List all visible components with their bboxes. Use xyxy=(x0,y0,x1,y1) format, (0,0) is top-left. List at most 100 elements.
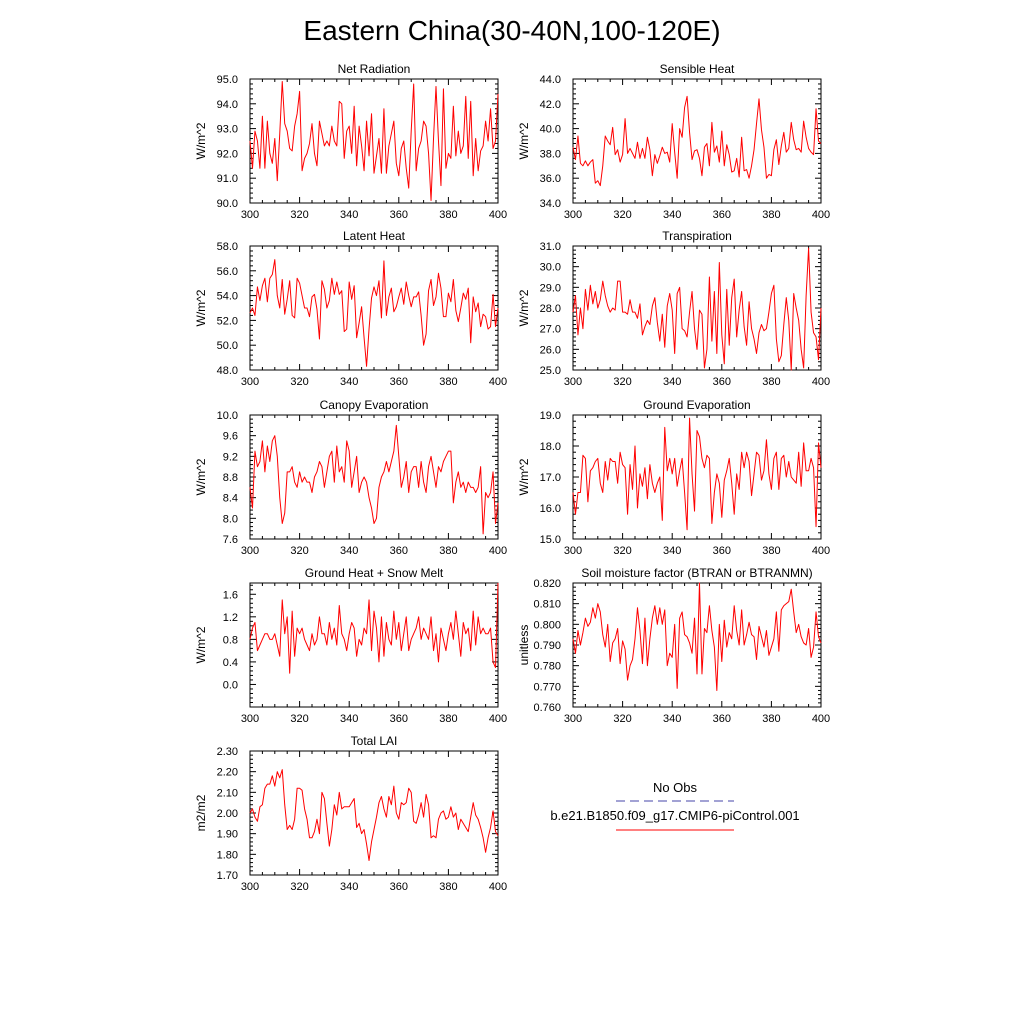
panel-latent-heat-ytick-label: 54.0 xyxy=(217,291,238,303)
panel-total-lai-series-line xyxy=(249,769,499,862)
panel-total-lai-ytick-label: 1.70 xyxy=(217,870,238,882)
panel-sensible-heat: Sensible Heat W/m^2 300 320 340 360 380 400 34.0… xyxy=(517,62,830,221)
panel-net-radiation-xtick-label: 340 xyxy=(340,209,358,221)
panel-ground-evaporation-xtick-label: 360 xyxy=(713,545,731,557)
panel-transpiration-xtick-label: 300 xyxy=(564,376,582,388)
panel-soil-moisture-factor-series-line xyxy=(572,582,822,691)
panel-ground-evaporation-xtick-label: 400 xyxy=(812,545,830,557)
panel-net-radiation-title: Net Radiation xyxy=(338,62,411,76)
panel-transpiration-xtick-label: 320 xyxy=(613,376,631,388)
panel-soil-moisture-factor-ytick-label: 0.780 xyxy=(533,661,561,673)
panel-total-lai-ytick-label: 1.80 xyxy=(217,849,238,861)
panel-soil-moisture-factor-xtick-label: 340 xyxy=(663,713,681,725)
panel-ground-evaporation-xtick-label: 380 xyxy=(762,545,780,557)
panel-transpiration-ytick-label: 29.0 xyxy=(540,282,561,294)
panel-canopy-evaporation-ytick-label: 7.6 xyxy=(223,534,238,546)
panel-canopy-evaporation-ylabel: W/m^2 xyxy=(194,458,208,495)
panel-canopy-evaporation-xtick-label: 320 xyxy=(290,545,308,557)
panel-transpiration-ytick-label: 27.0 xyxy=(540,324,561,336)
panel-net-radiation-frame xyxy=(249,78,499,204)
panel-ground-evaporation-xtick-label: 300 xyxy=(564,545,582,557)
panel-sensible-heat-ytick-label: 36.0 xyxy=(540,173,561,185)
panel-latent-heat-ytick-label: 56.0 xyxy=(217,266,238,278)
panel-latent-heat-ytick-label: 48.0 xyxy=(217,365,238,377)
panel-ground-heat-snow-melt-xtick-label: 340 xyxy=(340,713,358,725)
panel-total-lai-ytick-label: 2.20 xyxy=(217,767,238,779)
panel-ground-evaporation-ytick-label: 19.0 xyxy=(540,410,561,422)
panel-transpiration-ytick-label: 26.0 xyxy=(540,344,561,356)
panel-soil-moisture-factor-frame xyxy=(572,582,822,708)
panel-transpiration-ytick-label: 30.0 xyxy=(540,262,561,274)
panel-latent-heat-xtick-label: 400 xyxy=(489,376,507,388)
panel-sensible-heat-title: Sensible Heat xyxy=(660,62,735,76)
panel-net-radiation-ytick-label: 92.0 xyxy=(217,148,238,160)
panel-latent-heat-xtick-label: 300 xyxy=(241,376,259,388)
panel-total-lai-ytick-label: 2.30 xyxy=(217,746,238,758)
panel-canopy-evaporation: Canopy Evaporation W/m^2 300 320 340 360 380 40… xyxy=(194,398,507,557)
panel-latent-heat-xtick-label: 380 xyxy=(439,376,457,388)
panel-sensible-heat-xtick-label: 300 xyxy=(564,209,582,221)
panel-soil-moisture-factor-ytick-label: 0.760 xyxy=(533,702,561,714)
panel-total-lai-xtick-label: 340 xyxy=(340,881,358,893)
panel-sensible-heat-xtick-label: 360 xyxy=(713,209,731,221)
panel-latent-heat-series-line xyxy=(249,259,499,367)
panel-total-lai-xtick-label: 400 xyxy=(489,881,507,893)
panel-soil-moisture-factor-xtick-label: 400 xyxy=(812,713,830,725)
panel-total-lai-title: Total LAI xyxy=(351,734,398,748)
panel-latent-heat-ylabel: W/m^2 xyxy=(194,289,208,326)
legend: No Obs b.e21.B1850.f09_g17.CMIP6-piContr… xyxy=(550,780,800,831)
panel-net-radiation-xtick-label: 400 xyxy=(489,209,507,221)
panel-transpiration-title: Transpiration xyxy=(662,229,732,243)
panel-ground-evaporation-ytick-label: 18.0 xyxy=(540,441,561,453)
panel-sensible-heat-ytick-label: 40.0 xyxy=(540,124,561,136)
panel-canopy-evaporation-xtick-label: 340 xyxy=(340,545,358,557)
panel-sensible-heat-ytick-label: 44.0 xyxy=(540,74,561,86)
panel-ground-evaporation-ylabel: W/m^2 xyxy=(517,458,531,495)
panel-soil-moisture-factor-xtick-label: 360 xyxy=(713,713,731,725)
panel-ground-evaporation-ytick-label: 17.0 xyxy=(540,472,561,484)
panel-ground-heat-snow-melt-ytick-label: 1.6 xyxy=(223,589,238,601)
panel-sensible-heat-ytick-label: 42.0 xyxy=(540,99,561,111)
panel-latent-heat: Latent Heat W/m^2 300 320 340 360 380 400 48.0 50… xyxy=(194,229,507,388)
panel-canopy-evaporation-ytick-label: 8.0 xyxy=(223,513,238,525)
panel-transpiration-series-line xyxy=(572,247,822,371)
panel-canopy-evaporation-ytick-label: 8.8 xyxy=(223,472,238,484)
panel-transpiration-ylabel: W/m^2 xyxy=(517,289,531,326)
panel-sensible-heat-ytick-label: 38.0 xyxy=(540,148,561,160)
panel-soil-moisture-factor-ylabel: unitless xyxy=(517,625,531,666)
panel-latent-heat-xtick-label: 340 xyxy=(340,376,358,388)
panel-canopy-evaporation-ytick-label: 10.0 xyxy=(217,410,238,422)
panel-canopy-evaporation-xtick-label: 300 xyxy=(241,545,259,557)
panel-total-lai-ytick-label: 2.10 xyxy=(217,787,238,799)
panel-net-radiation-ytick-label: 93.0 xyxy=(217,124,238,136)
panel-sensible-heat-frame xyxy=(572,78,822,204)
panel-soil-moisture-factor-ytick-label: 0.810 xyxy=(533,599,561,611)
figure-title: Eastern China(30-40N,100-120E) xyxy=(303,15,720,46)
panel-ground-heat-snow-melt-xtick-label: 300 xyxy=(241,713,259,725)
legend-label-obs: No Obs xyxy=(653,780,698,795)
panel-soil-moisture-factor-xtick-label: 320 xyxy=(613,713,631,725)
panel-canopy-evaporation-xtick-label: 400 xyxy=(489,545,507,557)
panel-net-radiation-ytick-label: 95.0 xyxy=(217,74,238,86)
panel-ground-evaporation-series-line xyxy=(572,417,822,531)
panel-ground-evaporation: Ground Evaporation W/m^2 300 320 340 360 380 40… xyxy=(517,398,830,557)
panel-sensible-heat-xtick-label: 320 xyxy=(613,209,631,221)
panel-soil-moisture-factor-xtick-label: 380 xyxy=(762,713,780,725)
panel-ground-heat-snow-melt-ytick-label: 0.8 xyxy=(223,634,238,646)
panel-total-lai-ytick-label: 2.00 xyxy=(217,808,238,820)
panel-sensible-heat-ylabel: W/m^2 xyxy=(517,122,531,159)
panel-ground-heat-snow-melt-xtick-label: 360 xyxy=(390,713,408,725)
panel-net-radiation-ytick-label: 91.0 xyxy=(217,173,238,185)
panel-net-radiation-xtick-label: 300 xyxy=(241,209,259,221)
panel-total-lai-xtick-label: 380 xyxy=(439,881,457,893)
panel-transpiration-xtick-label: 380 xyxy=(762,376,780,388)
panel-canopy-evaporation-ytick-label: 9.2 xyxy=(223,451,238,463)
panel-transpiration-xtick-label: 340 xyxy=(663,376,681,388)
panel-ground-evaporation-xtick-label: 320 xyxy=(613,545,631,557)
panel-ground-heat-snow-melt-series-line xyxy=(249,582,499,674)
panel-transpiration-ytick-label: 31.0 xyxy=(540,241,561,253)
panel-net-radiation-xtick-label: 360 xyxy=(390,209,408,221)
panel-transpiration-ytick-label: 28.0 xyxy=(540,303,561,315)
panel-soil-moisture-factor-ytick-label: 0.800 xyxy=(533,619,561,631)
